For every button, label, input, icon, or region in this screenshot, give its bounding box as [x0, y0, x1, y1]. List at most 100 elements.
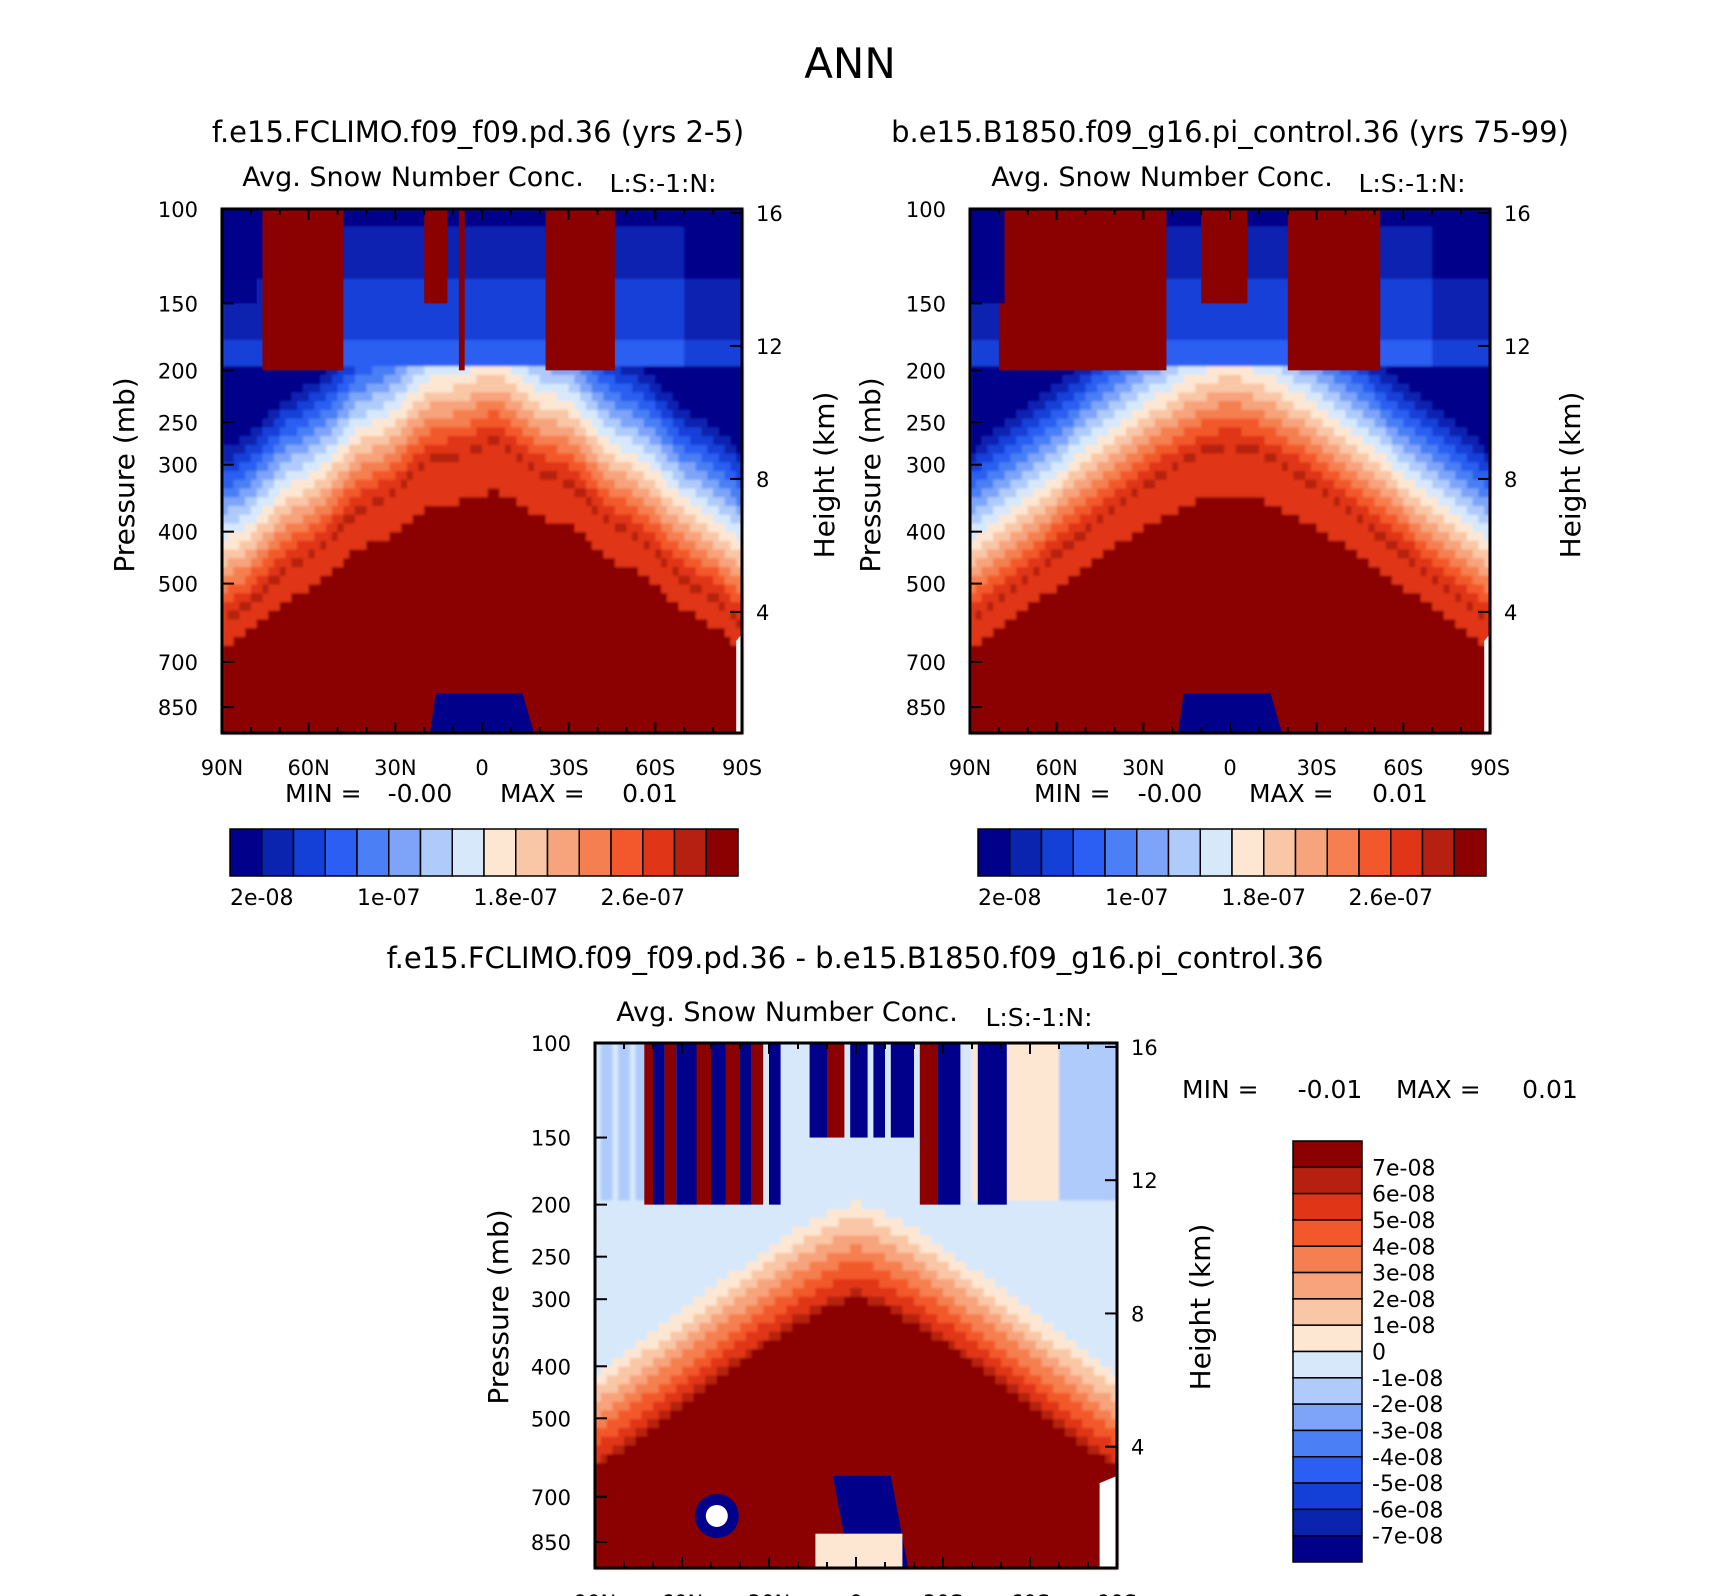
contour-cell: [632, 392, 638, 401]
contour-cell: [569, 480, 575, 489]
contour-cell: [626, 288, 632, 297]
contour-cell: [488, 375, 494, 384]
contour-cell: [482, 349, 488, 358]
contour-cell: [343, 244, 349, 253]
contour-cell: [546, 646, 552, 655]
contour-cell: [361, 681, 367, 690]
contour-cell: [511, 672, 517, 681]
contour-cell: [476, 532, 482, 541]
contour-cell: [453, 445, 459, 454]
contour-cell: [239, 663, 245, 672]
contour-cell: [251, 323, 257, 332]
contour-cell: [696, 506, 702, 515]
contour-cell: [453, 305, 459, 314]
contour-cell: [730, 357, 736, 366]
contour-cell: [730, 261, 736, 270]
contour-cell: [569, 436, 575, 445]
contour-cell: [563, 654, 569, 663]
contour-cell: [690, 488, 696, 497]
contour-cell: [314, 436, 320, 445]
contour-cell: [690, 445, 696, 454]
contour-cell: [725, 401, 731, 410]
contour-cell: [262, 611, 268, 620]
contour-cell: [395, 436, 401, 445]
contour-cell: [395, 392, 401, 401]
contour-cell: [476, 654, 482, 663]
contour-cell: [413, 619, 419, 628]
contour-cell: [378, 296, 384, 305]
contour-cell: [696, 366, 702, 375]
contour-cell: [476, 576, 482, 585]
contour-cell: [349, 392, 355, 401]
contour-cell: [355, 366, 361, 375]
contour-cell: [673, 480, 679, 489]
contour-cell: [320, 567, 326, 576]
contour-cell: [355, 663, 361, 672]
contour-cell: [418, 419, 424, 428]
contour-cell: [274, 646, 280, 655]
contour-cell: [390, 576, 396, 585]
contour-cell: [730, 646, 736, 655]
contour-cell: [378, 654, 384, 663]
contour-cell: [470, 585, 476, 594]
contour-cell: [413, 279, 419, 288]
contour-cell: [395, 279, 401, 288]
contour-cell: [413, 663, 419, 672]
contour-cell: [713, 550, 719, 559]
contour-cell: [476, 628, 482, 637]
contour-cell: [713, 244, 719, 253]
contour-cell: [719, 558, 725, 567]
contour-cell: [650, 323, 656, 332]
contour-cell: [609, 471, 615, 480]
contour-cell: [650, 471, 656, 480]
contour-cell: [262, 523, 268, 532]
contour-cell: [713, 462, 719, 471]
contour-cell: [257, 357, 263, 366]
contour-cell: [707, 445, 713, 454]
contour-cell: [667, 506, 673, 515]
contour-cell: [569, 611, 575, 620]
contour-cell: [650, 672, 656, 681]
contour-cell: [546, 454, 552, 463]
contour-cell: [418, 314, 424, 323]
contour-cell: [707, 558, 713, 567]
contour-cell: [488, 270, 494, 279]
contour-cell: [280, 628, 286, 637]
contour-cell: [407, 515, 413, 524]
contour-cell: [274, 550, 280, 559]
contour-cell: [557, 497, 563, 506]
contour-cell: [655, 454, 661, 463]
contour-cell: [673, 471, 679, 480]
contour-cell: [505, 279, 511, 288]
contour-cell: [540, 663, 546, 672]
contour-cell: [459, 593, 465, 602]
contour-cell: [401, 567, 407, 576]
contour-cell: [696, 619, 702, 628]
contour-cell: [251, 672, 257, 681]
contour-cell: [384, 244, 390, 253]
contour-cell: [644, 340, 650, 349]
contour-cell: [557, 454, 563, 463]
contour-cell: [303, 480, 309, 489]
contour-cell: [540, 585, 546, 594]
contour-cell: [239, 593, 245, 602]
contour-cell: [707, 244, 713, 253]
contour-cell: [326, 532, 332, 541]
contour-cell: [551, 392, 557, 401]
contour-cell: [598, 602, 604, 611]
contour-cell: [690, 681, 696, 690]
contour-cell: [719, 619, 725, 628]
contour-cell: [534, 471, 540, 480]
contour-cell: [505, 619, 511, 628]
contour-cell: [384, 654, 390, 663]
contour-cell: [384, 384, 390, 393]
contour-cell: [615, 340, 621, 349]
contour-cell: [696, 488, 702, 497]
contour-cell: [655, 541, 661, 550]
contour-cell: [730, 244, 736, 253]
contour-cell: [459, 576, 465, 585]
contour-cell: [338, 462, 344, 471]
contour-cell: [234, 506, 240, 515]
contour-cell: [343, 436, 349, 445]
contour-cell: [470, 226, 476, 235]
